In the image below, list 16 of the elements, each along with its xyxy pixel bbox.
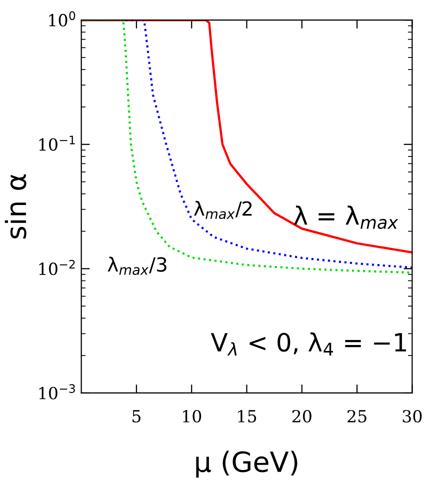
y-tick-label: 10$^{−1}$ [39, 136, 75, 151]
x-tick-label: 25 [348, 410, 366, 423]
annotation: λ$_{max}$/2 [194, 200, 252, 220]
y-tick-label: 10$^{−2}$ [39, 260, 75, 276]
x-axis-title: μ (GeV) [196, 450, 298, 478]
y-tick-label: 10$^{0}$ [49, 11, 76, 27]
x-tick-label: 30 [402, 410, 422, 423]
x-tick-label: 10 [183, 410, 202, 423]
x-tick-label: 20 [292, 410, 312, 423]
y-axis-title: sin α [4, 174, 26, 238]
annotation: λ = λ$_{max}$ [294, 206, 398, 229]
annotation: λ$_{max}$/3 [108, 256, 166, 275]
x-tick-label: 5 [132, 410, 140, 423]
x-tick-label: 15 [238, 410, 256, 423]
y-tick-label: 10$^{−3}$ [39, 384, 75, 400]
annotation: V$_{λ}$ < 0, λ$_{4}$ = −1 [210, 332, 406, 356]
